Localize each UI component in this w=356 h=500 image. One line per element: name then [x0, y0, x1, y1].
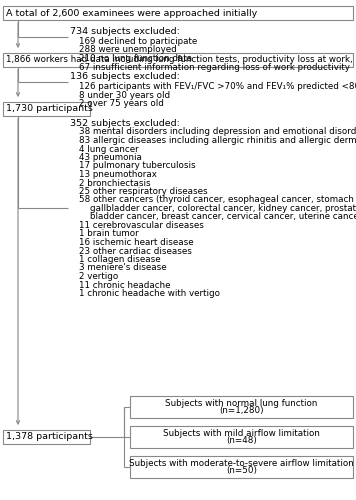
Text: 8 under 30 years old: 8 under 30 years old — [79, 90, 170, 100]
Bar — [3, 53, 353, 67]
Text: 43 pneumonia: 43 pneumonia — [79, 153, 142, 162]
Text: 4 lung cancer: 4 lung cancer — [79, 144, 139, 154]
Text: bladder cancer, breast cancer, cervical cancer, uterine cancer): bladder cancer, breast cancer, cervical … — [79, 212, 356, 222]
Text: 288 were unemployed: 288 were unemployed — [79, 46, 177, 54]
Text: Subjects with mild airflow limitation: Subjects with mild airflow limitation — [163, 430, 320, 438]
Bar — [130, 426, 353, 448]
Text: 2 over 75 years old: 2 over 75 years old — [79, 99, 164, 108]
Text: Subjects with moderate-to-severe airflow limitation: Subjects with moderate-to-severe airflow… — [129, 460, 354, 468]
Bar — [130, 456, 353, 478]
Text: 3 meniere's disease: 3 meniere's disease — [79, 264, 167, 272]
Text: 67 insufficient information regarding loss of work productivity: 67 insufficient information regarding lo… — [79, 62, 350, 72]
Text: 17 pulmonary tuberculosis: 17 pulmonary tuberculosis — [79, 162, 196, 170]
Text: 734 subjects excluded:: 734 subjects excluded: — [70, 27, 180, 36]
Text: 1 chronic headache with vertigo: 1 chronic headache with vertigo — [79, 289, 220, 298]
Bar — [130, 396, 353, 418]
Text: 13 pneumothorax: 13 pneumothorax — [79, 170, 157, 179]
Text: 38 mental disorders including depression and emotional disorders: 38 mental disorders including depression… — [79, 128, 356, 136]
Text: 16 ischemic heart disease: 16 ischemic heart disease — [79, 238, 194, 247]
Text: 11 chronic headache: 11 chronic headache — [79, 280, 171, 289]
Text: 2 vertigo: 2 vertigo — [79, 272, 118, 281]
Text: (n=50): (n=50) — [226, 466, 257, 475]
Text: (n=1,280): (n=1,280) — [219, 406, 264, 416]
Text: 210 no lung function data: 210 no lung function data — [79, 54, 192, 63]
Text: A total of 2,600 examinees were approached initially: A total of 2,600 examinees were approach… — [6, 9, 257, 18]
Text: 169 declined to participate: 169 declined to participate — [79, 37, 197, 46]
Text: 25 other respiratory diseases: 25 other respiratory diseases — [79, 187, 208, 196]
Text: 2 bronchiectasis: 2 bronchiectasis — [79, 178, 151, 188]
Text: 352 subjects excluded:: 352 subjects excluded: — [70, 119, 180, 128]
Text: 1 collagen disease: 1 collagen disease — [79, 255, 161, 264]
Text: (n=48): (n=48) — [226, 436, 257, 446]
Text: 1,730 participants: 1,730 participants — [6, 104, 93, 113]
Text: gallbladder cancer, colorectal cancer, kidney cancer, prostate cancer,: gallbladder cancer, colorectal cancer, k… — [79, 204, 356, 213]
Text: 83 allergic diseases including allergic rhinitis and allergic dermatitis: 83 allergic diseases including allergic … — [79, 136, 356, 145]
Text: Subjects with normal lung function: Subjects with normal lung function — [165, 400, 318, 408]
Bar — [3, 430, 90, 444]
Bar — [3, 6, 353, 20]
Text: 126 participants with FEV₁/FVC >70% and FEV₁% predicted <80%: 126 participants with FEV₁/FVC >70% and … — [79, 82, 356, 91]
Text: 1,866 workers had data including lung function tests, productivity loss at work,: 1,866 workers had data including lung fu… — [6, 55, 356, 64]
Bar — [3, 102, 90, 116]
Text: 1,378 participants: 1,378 participants — [6, 432, 93, 441]
Text: 11 cerebrovascular diseases: 11 cerebrovascular diseases — [79, 221, 204, 230]
Text: 58 other cancers (thyroid cancer, esophageal cancer, stomach cancer, liver cance: 58 other cancers (thyroid cancer, esopha… — [79, 196, 356, 204]
Text: 136 subjects excluded:: 136 subjects excluded: — [70, 72, 180, 81]
Text: 23 other cardiac diseases: 23 other cardiac diseases — [79, 246, 192, 256]
Text: 1 brain tumor: 1 brain tumor — [79, 230, 139, 238]
